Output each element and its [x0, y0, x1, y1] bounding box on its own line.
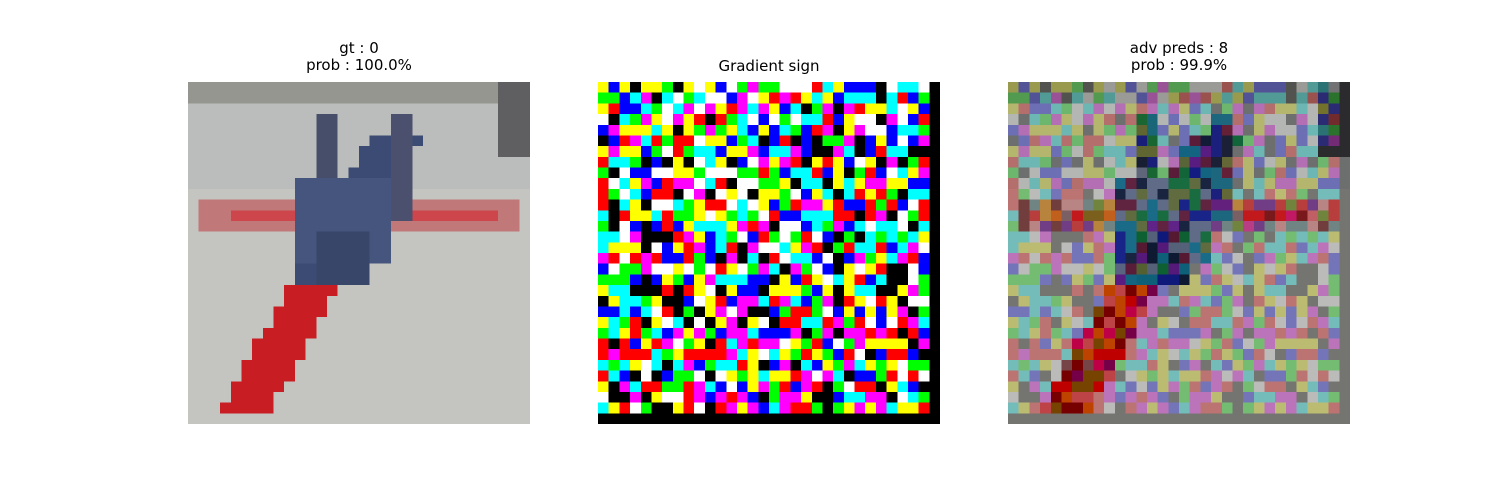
- adversarial-title: adv preds : 8 prob : 99.9%: [1008, 40, 1350, 76]
- prob-label: prob : 100.0%: [306, 56, 412, 74]
- original-title: gt : 0 prob : 100.0%: [188, 40, 530, 76]
- adversarial-image: [1008, 82, 1350, 424]
- gradient-panel: Gradient sign: [598, 40, 940, 424]
- gradient-title: Gradient sign: [718, 57, 820, 75]
- gt-label: gt : 0: [339, 39, 379, 57]
- original-image-panel: gt : 0 prob : 100.0%: [188, 40, 530, 424]
- adversarial-panel: adv preds : 8 prob : 99.9%: [1008, 40, 1350, 424]
- airplane-image: [188, 82, 530, 424]
- adv-prob-label: prob : 99.9%: [1130, 56, 1228, 74]
- adv-pred-label: adv preds : 8: [1129, 39, 1229, 57]
- gradient-sign-image: [598, 82, 940, 424]
